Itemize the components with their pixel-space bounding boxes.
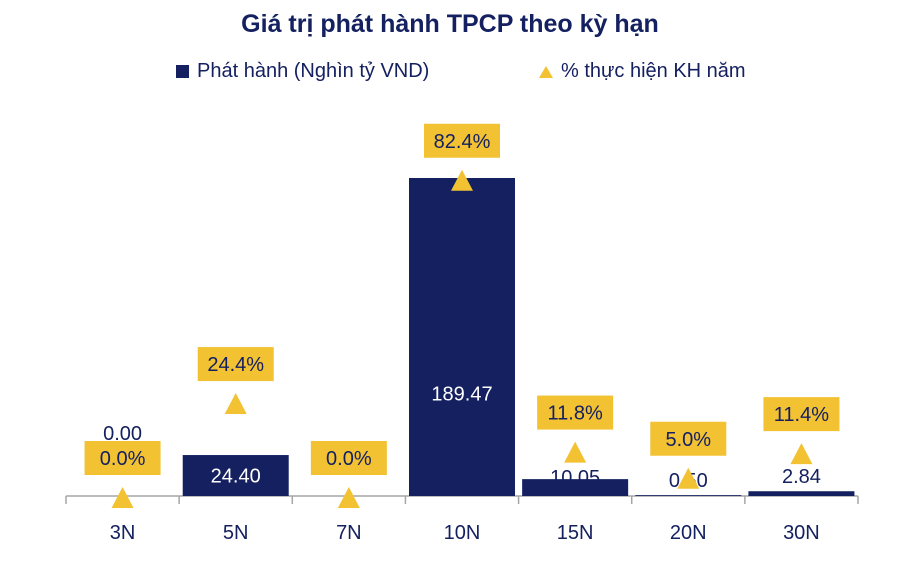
legend-bar-swatch (176, 65, 189, 78)
triangle-marker (337, 487, 360, 508)
x-tick-label: 3N (110, 522, 136, 544)
x-tick-label: 10N (444, 522, 481, 544)
bar (635, 495, 742, 496)
triangle-marker (677, 467, 700, 489)
pct-label-box (424, 123, 500, 158)
triangle-marker (224, 393, 247, 415)
chart-legend: Phát hành (Nghìn tỷ VND) % thực hiện KH … (0, 60, 900, 90)
triangle-marker (564, 441, 587, 463)
pct-label-box (310, 441, 387, 475)
x-tick-label: 7N (336, 522, 362, 544)
triangle-marker (451, 169, 473, 191)
pct-label-box (537, 395, 614, 430)
pct-label: 82.4% (434, 131, 491, 153)
bar (182, 455, 289, 496)
triangle-marker (790, 443, 813, 465)
legend-triangle-swatch (539, 65, 553, 78)
pct-label-box (763, 397, 840, 432)
bar-value-label: 2.84 (782, 466, 821, 488)
legend-label-issuance: Phát hành (Nghìn tỷ VND) (197, 60, 430, 82)
bar (522, 479, 629, 496)
bar (409, 178, 515, 496)
pct-label: 0.0% (326, 448, 372, 470)
bar-value-label: 24.40 (211, 466, 261, 488)
triangle-marker (111, 487, 134, 508)
pct-label: 24.4% (207, 354, 264, 376)
x-tick-label: 5N (223, 522, 249, 544)
bar-value-label: 189.47 (431, 384, 492, 406)
pct-label-box (650, 421, 727, 456)
pct-label: 11.4% (774, 404, 829, 426)
legend-label-plan-pct: % thực hiện KH năm (561, 60, 746, 82)
x-tick-label: 20N (670, 522, 707, 544)
legend-entry-plan-pct: % thực hiện KH năm (539, 60, 746, 83)
pct-label: 0.0% (100, 448, 146, 470)
legend-entry-issuance: Phát hành (Nghìn tỷ VND) (176, 60, 429, 83)
x-tick-label: 15N (557, 522, 594, 544)
x-tick-label: 30N (783, 522, 820, 544)
pct-label-box (197, 347, 274, 382)
pct-label-box (84, 441, 161, 475)
pct-label: 11.8% (548, 403, 603, 425)
chart-title: Giá trị phát hành TPCP theo kỳ hạn (241, 10, 659, 38)
bar (748, 491, 855, 496)
pct-label: 5.0% (665, 429, 711, 451)
bar-value-label: 0.00 (103, 423, 142, 445)
bar-value-label: 10.05 (550, 467, 600, 489)
